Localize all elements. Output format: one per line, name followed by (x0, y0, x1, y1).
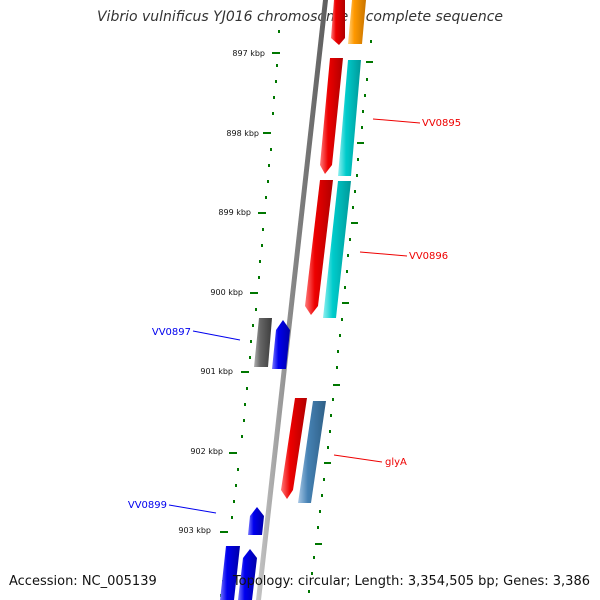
chromosome-backbone (256, 0, 328, 600)
ruler-label-902: 902 kbp (190, 447, 223, 456)
ruler-label-901: 901 kbp (200, 367, 233, 376)
tick-902 (229, 452, 237, 454)
gene-bottom-2 (238, 549, 257, 600)
leader-vv0897 (192, 330, 241, 341)
label-glyA[interactable]: glyA (385, 457, 407, 468)
cds-top-orange (348, 0, 366, 44)
tick-903 (220, 531, 228, 533)
leader-vv0899 (168, 504, 217, 514)
gene-vv0897 (272, 320, 290, 369)
ruler-label-903: 903 kbp (178, 526, 211, 535)
forward-genes (281, 0, 345, 499)
label-vv0896[interactable]: VV0896 (409, 251, 448, 262)
accession-text: Accession: NC_005139 (9, 574, 157, 589)
reverse-genes (220, 318, 290, 600)
gene-vv0895 (320, 58, 343, 174)
tick-899 (258, 212, 266, 214)
tick-901 (241, 371, 249, 373)
gene-vv0896 (305, 180, 333, 315)
ruler-major-ticks (220, 52, 373, 545)
tick-900 (250, 292, 258, 294)
leader-vv0895 (372, 118, 421, 124)
tick-898 (263, 132, 271, 134)
cds-vv0896 (323, 181, 351, 318)
label-vv0895[interactable]: VV0895 (422, 118, 461, 129)
cds-features (298, 0, 366, 503)
ruler-label-900: 900 kbp (210, 288, 243, 297)
ruler-label-899: 899 kbp (218, 208, 251, 217)
leader-vv0896 (359, 251, 408, 257)
leader-glyA (333, 454, 383, 463)
ruler-label-897: 897 kbp (232, 49, 265, 58)
gene-vv0899 (248, 507, 264, 535)
label-vv0899[interactable]: VV0899 (128, 500, 167, 511)
pseudo-vv0897 (254, 318, 272, 367)
gene-glyA (281, 398, 307, 499)
tick-897 (272, 52, 280, 54)
label-vv0897[interactable]: VV0897 (152, 327, 191, 338)
cds-glyA (298, 401, 326, 503)
gene-bottom-1 (220, 546, 240, 600)
ruler-label-898: 898 kbp (226, 129, 259, 138)
summary-text: Topology: circular; Length: 3,354,505 bp… (232, 574, 590, 589)
gene-top-partial (331, 0, 345, 45)
map-title: Vibrio vulnificus YJ016 chromosome I, co… (96, 9, 504, 25)
cds-vv0895 (338, 60, 361, 176)
